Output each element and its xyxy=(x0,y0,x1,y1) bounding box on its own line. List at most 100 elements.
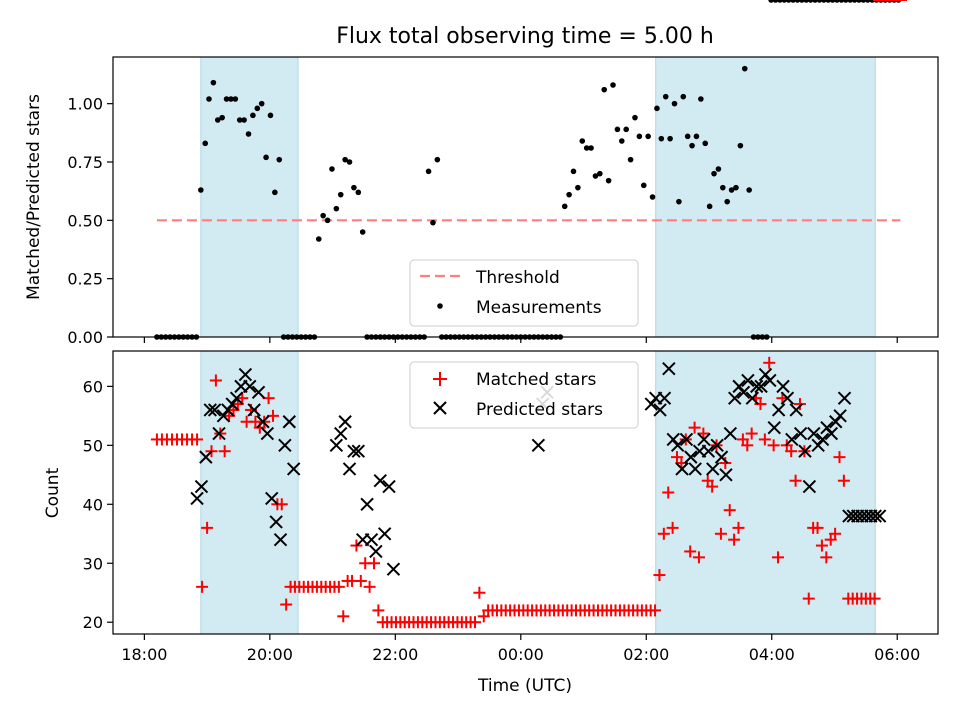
predicted-star-point xyxy=(360,497,374,511)
measurement-point xyxy=(658,135,665,142)
measurement-point xyxy=(210,79,217,86)
matched-star-point xyxy=(688,421,701,434)
measurement-point xyxy=(228,96,234,102)
measurement-point xyxy=(847,0,853,3)
bottom-y-axis-label: Count xyxy=(43,467,63,518)
matched-star-point xyxy=(280,598,293,611)
matched-star-point xyxy=(732,521,745,534)
predicted-star-point xyxy=(802,479,817,494)
shaded-region xyxy=(655,350,876,635)
predicted-star-point xyxy=(251,385,266,399)
measurement-point xyxy=(649,194,656,200)
predicted-star-point xyxy=(807,426,821,441)
shaded-region xyxy=(655,56,876,338)
y-tick-label: 40 xyxy=(83,495,103,514)
matched-star-point xyxy=(785,445,798,458)
measurement-point xyxy=(781,0,788,3)
legend-matched-label: Matched stars xyxy=(476,370,596,390)
predicted-star-point xyxy=(811,438,825,453)
matched-star-point xyxy=(666,521,679,534)
predicted-star-point xyxy=(382,479,396,494)
matched-star-point xyxy=(767,439,780,452)
predicted-star-point xyxy=(199,450,213,464)
predicted-star-point xyxy=(829,415,843,429)
legend-measurement-label: Measurements xyxy=(476,298,602,318)
measurement-point xyxy=(434,156,441,163)
predicted-star-point xyxy=(269,515,283,529)
shaded-region xyxy=(200,350,299,635)
matched-star-point xyxy=(367,557,380,570)
matched-star-point xyxy=(714,527,727,540)
matched-star-point xyxy=(763,356,776,369)
matched-star-point xyxy=(868,592,881,605)
matched-star-point xyxy=(692,551,705,564)
measurement-point xyxy=(711,170,717,177)
predicted-star-point xyxy=(364,532,379,547)
matched-star-point xyxy=(723,504,736,517)
measurement-point xyxy=(337,191,344,198)
top-panel: 0.00 0.25 0.50 0.75 1.00 Matched/Predicted s… xyxy=(24,0,939,347)
matched-star-point xyxy=(350,539,363,552)
x-tick-label: 06:00 xyxy=(874,645,920,664)
predicted-star-point xyxy=(286,462,301,476)
matched-star-point xyxy=(745,427,758,440)
measurement-point xyxy=(359,229,366,235)
predicted-star-point xyxy=(872,509,887,523)
x-tick-label: 00:00 xyxy=(498,645,544,664)
predicted-star-point xyxy=(824,426,839,441)
predicted-star-point xyxy=(373,474,387,488)
matched-star-point xyxy=(728,533,741,546)
predicted-star-point xyxy=(334,426,348,441)
bottom-y-axis-ticks: 20 30 40 50 60 xyxy=(83,377,113,632)
chart-title: Flux total observing time = 5.00 h xyxy=(336,24,714,49)
measurement-point xyxy=(702,140,709,147)
bottom-axes-frame xyxy=(112,350,939,635)
predicted-star-point xyxy=(785,432,799,447)
measurement-point xyxy=(790,0,796,3)
predicted-star-point xyxy=(329,438,344,453)
bottom-x-axis-ticks: 18:00 20:00 22:00 00:00 02:00 04:00 06:00 xyxy=(121,634,920,664)
measurement-point xyxy=(425,168,432,175)
measurement-point xyxy=(579,138,586,144)
predicted-star-point xyxy=(653,403,667,417)
measurement-point xyxy=(355,189,362,196)
measurement-point xyxy=(834,0,840,3)
measurement-point xyxy=(860,0,867,3)
x-tick-label: 04:00 xyxy=(749,645,795,664)
bottom-legend-box xyxy=(409,361,639,429)
matched-star-point xyxy=(662,486,675,499)
measurement-point xyxy=(219,114,225,121)
legend-measurement-swatch xyxy=(437,303,443,309)
measurement-point xyxy=(737,142,744,149)
predicted-star-point xyxy=(868,509,882,523)
measurement-point xyxy=(566,191,572,198)
predicted-stars-points xyxy=(190,361,887,576)
bottom-legend: Matched stars Predicted stars xyxy=(409,361,639,429)
measurement-point xyxy=(250,112,256,119)
measurement-point xyxy=(733,184,739,191)
measurement-point xyxy=(689,142,695,149)
measurement-point xyxy=(605,177,612,184)
measurement-point xyxy=(684,133,691,140)
predicted-star-point xyxy=(679,432,694,447)
matched-star-point xyxy=(218,445,231,458)
measurement-point xyxy=(636,133,643,140)
matched-star-point xyxy=(684,545,697,558)
measurement-point xyxy=(662,93,669,100)
measurement-point xyxy=(245,131,252,137)
measurement-point xyxy=(632,114,638,121)
matched-star-point xyxy=(829,527,842,540)
y-tick-label: 0.25 xyxy=(67,270,103,289)
measurement-point xyxy=(768,0,774,3)
measurement-point xyxy=(614,126,621,133)
measurement-point xyxy=(202,140,209,147)
measurement-point xyxy=(864,0,871,3)
predicted-star-point xyxy=(820,420,834,435)
matched-star-point xyxy=(789,474,802,487)
measurement-point xyxy=(720,184,726,191)
predicted-star-point xyxy=(351,444,366,458)
matched-star-point xyxy=(772,551,785,564)
measurement-point xyxy=(254,105,261,112)
x-tick-label: 22:00 xyxy=(372,645,418,664)
matched-star-point xyxy=(811,521,824,534)
